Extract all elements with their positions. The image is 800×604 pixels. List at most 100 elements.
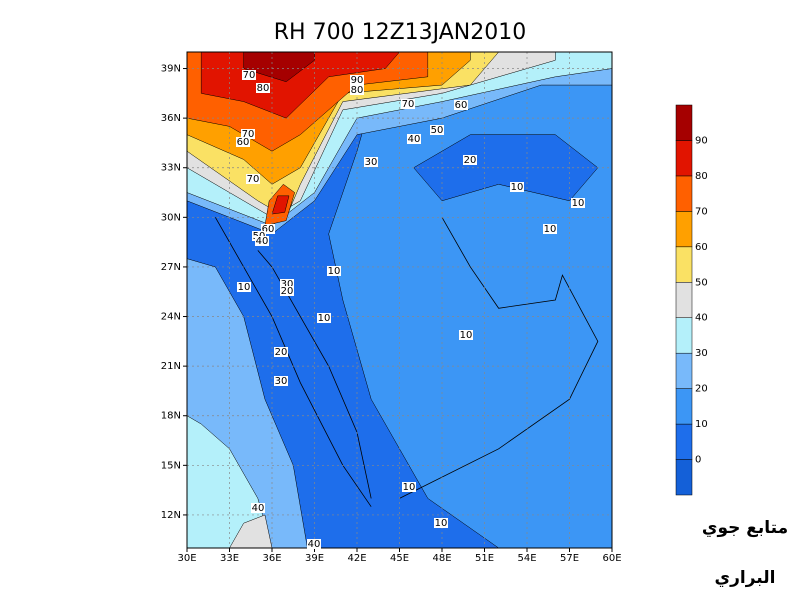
contour-label-bg	[241, 129, 255, 139]
colorbar-box	[675, 140, 693, 177]
contour-label: 40	[256, 236, 269, 247]
colorbar-label: 90	[695, 135, 708, 146]
colorbar-box	[675, 317, 693, 354]
contour-label: 30	[365, 157, 378, 168]
contour-label-bg	[280, 279, 294, 289]
contour-label-bg	[543, 224, 557, 234]
contour-label-bg	[261, 224, 275, 234]
contour-label-bg	[246, 174, 260, 184]
rh-field-region	[229, 514, 273, 548]
watermark: البراري	[715, 568, 776, 588]
contour-label: 10	[511, 182, 524, 193]
contour-label: 60	[262, 224, 275, 235]
y-tick-label: 15N	[161, 460, 181, 471]
contour-label: 40	[408, 134, 421, 145]
y-tick-label: 33N	[161, 163, 181, 174]
contour-label-bg	[463, 155, 477, 165]
x-tick-label: 30E	[177, 553, 196, 564]
x-tick-label: 54E	[517, 553, 536, 564]
contour-label: 40	[308, 539, 321, 550]
y-tick-label: 24N	[161, 312, 181, 323]
colorbar-label: 0	[695, 455, 701, 466]
contour-label: 20	[275, 347, 288, 358]
contour-label-bg	[242, 70, 256, 80]
contour-label: 70	[247, 174, 260, 185]
colorbar-label: 50	[695, 277, 708, 288]
contour-label: 70	[402, 99, 415, 110]
contour-label: 80	[351, 85, 364, 96]
coastline	[257, 250, 372, 499]
y-tick-label: 30N	[161, 212, 181, 223]
contour-label-bg	[317, 313, 331, 323]
contour-label: 10	[435, 518, 448, 529]
contour-label-bg	[454, 100, 468, 110]
y-tick-label: 18N	[161, 411, 181, 422]
contour-label-bg	[274, 347, 288, 357]
colorbar-box	[675, 211, 693, 248]
contour-label-bg	[350, 85, 364, 95]
contour-label: 10	[318, 313, 331, 324]
colorbar-box	[675, 246, 693, 283]
colorbar-box	[675, 459, 693, 496]
contour-label: 10	[328, 266, 341, 277]
contour-label: 80	[257, 83, 270, 94]
contour-label: 20	[464, 155, 477, 166]
rh-field-region	[271, 195, 290, 215]
contour-label-bg	[407, 134, 421, 144]
colorbar-box	[675, 423, 693, 460]
contour-label-bg	[280, 286, 294, 296]
x-tick-label: 36E	[262, 553, 281, 564]
contour-label: 40	[252, 503, 265, 514]
y-tick-label: 12N	[161, 510, 181, 521]
contour-label: 10	[238, 282, 251, 293]
contour-label-bg	[510, 182, 524, 192]
contour-label: 10	[544, 224, 557, 235]
x-tick-label: 60E	[602, 553, 621, 564]
contour-label: 30	[281, 279, 294, 290]
x-tick-label: 39E	[305, 553, 324, 564]
contour-label-bg	[571, 198, 585, 208]
y-tick-label: 39N	[161, 64, 181, 75]
contour-label: 20	[281, 286, 294, 297]
contour-label-bg	[237, 282, 251, 292]
contour-label-bg	[430, 125, 444, 135]
contour-label-bg	[434, 518, 448, 528]
map-area: 30E 33E 36E 39E 42E 45E 48E 51E 54E 57E 60E 12N 15N 1…	[161, 51, 622, 564]
rh-field-region	[413, 134, 599, 202]
contour-label: 10	[460, 330, 473, 341]
colorbar-label: 70	[695, 206, 708, 217]
contour-label: 10	[403, 482, 416, 493]
x-tick-label: 33E	[220, 553, 239, 564]
contour-label: 60	[455, 100, 468, 111]
contour-label-bg	[459, 330, 473, 340]
contour-label-bg	[401, 99, 415, 109]
contour-label-bg	[251, 503, 265, 513]
coastline	[399, 217, 599, 499]
y-tick-label: 27N	[161, 262, 181, 273]
contour-label-bg	[364, 157, 378, 167]
contour-label-bg	[274, 376, 288, 386]
contour-label-bg	[350, 75, 364, 85]
contour-label: 90	[351, 75, 364, 86]
x-tick-label: 57E	[560, 553, 579, 564]
contour-label-bg	[236, 137, 250, 147]
x-tick-label: 51E	[475, 553, 494, 564]
x-tick-label: 45E	[390, 553, 409, 564]
map-frame	[186, 51, 613, 549]
colorbar-label: 20	[695, 384, 708, 395]
colorbar-label: 10	[695, 419, 708, 430]
colorbar-box	[675, 104, 693, 141]
contour-label: 30	[275, 376, 288, 387]
colorbar-box	[675, 352, 693, 389]
contour-label-bg	[327, 266, 341, 276]
y-tick-label: 36N	[161, 113, 181, 124]
contour-label: 50	[431, 125, 444, 136]
contour-label: 10	[572, 198, 585, 209]
rh-field-region	[243, 52, 315, 83]
colorbar-label: 40	[695, 313, 708, 324]
colorbar: 0 10 20 30 40 50 60 70 80 90	[675, 104, 708, 496]
contour-label-bg	[307, 539, 321, 549]
contour-label: 70	[242, 129, 255, 140]
map-title: RH 700 12Z13JAN2010	[274, 20, 526, 45]
